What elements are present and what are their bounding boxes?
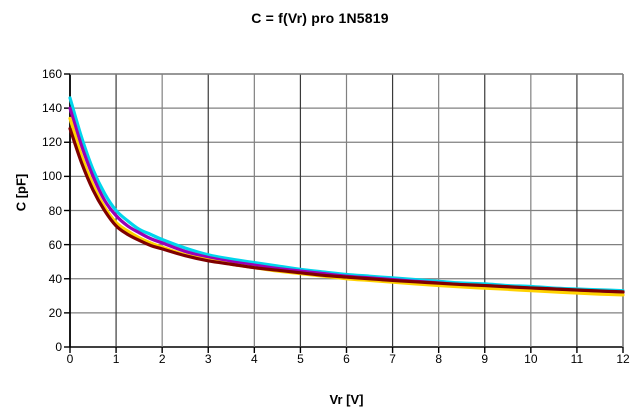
series-line — [68, 96, 625, 293]
y-tick-label: 100 — [41, 169, 62, 184]
y-tick-label: 20 — [48, 305, 62, 320]
x-tick-label: 3 — [204, 352, 212, 366]
plot-area — [64, 73, 625, 353]
x-axis-tick-labels: 0 1 2 3 4 5 6 7 8 9 10 11 12 — [67, 352, 630, 370]
chart-gridlines — [64, 73, 624, 353]
x-tick-label: 2 — [158, 352, 166, 366]
x-tick-label: 11 — [570, 352, 584, 366]
x-tick-label: 1 — [112, 352, 120, 366]
chart-title: C = f(Vr) pro 1N5819 — [251, 10, 389, 26]
y-tick-label: 80 — [48, 203, 62, 218]
x-tick-label: 9 — [481, 352, 489, 366]
y-tick-label: 60 — [48, 237, 62, 252]
series-line — [68, 127, 625, 294]
y-tick-label: 140 — [41, 101, 62, 116]
y-tick-label: 0 — [55, 340, 62, 354]
x-tick-label: 5 — [297, 352, 304, 366]
x-tick-label: 0 — [66, 352, 74, 366]
x-tick-label: 8 — [435, 352, 442, 366]
series-line — [68, 116, 625, 297]
x-tick-label: 4 — [250, 352, 258, 366]
x-axis-title: Vr [V] — [329, 392, 364, 407]
x-tick-label: 7 — [389, 352, 396, 366]
y-tick-label: 40 — [48, 271, 62, 286]
y-tick-label: 120 — [41, 135, 62, 150]
y-tick-label: 160 — [41, 67, 62, 81]
series-line — [68, 106, 625, 294]
x-tick-label: 6 — [343, 352, 350, 366]
x-tick-label: 10 — [524, 352, 538, 366]
y-axis-tick-labels: 0 20 40 60 80 100 120 140 160 — [0, 68, 62, 353]
chart-series-lines — [68, 96, 625, 297]
x-tick-label: 12 — [616, 352, 630, 366]
